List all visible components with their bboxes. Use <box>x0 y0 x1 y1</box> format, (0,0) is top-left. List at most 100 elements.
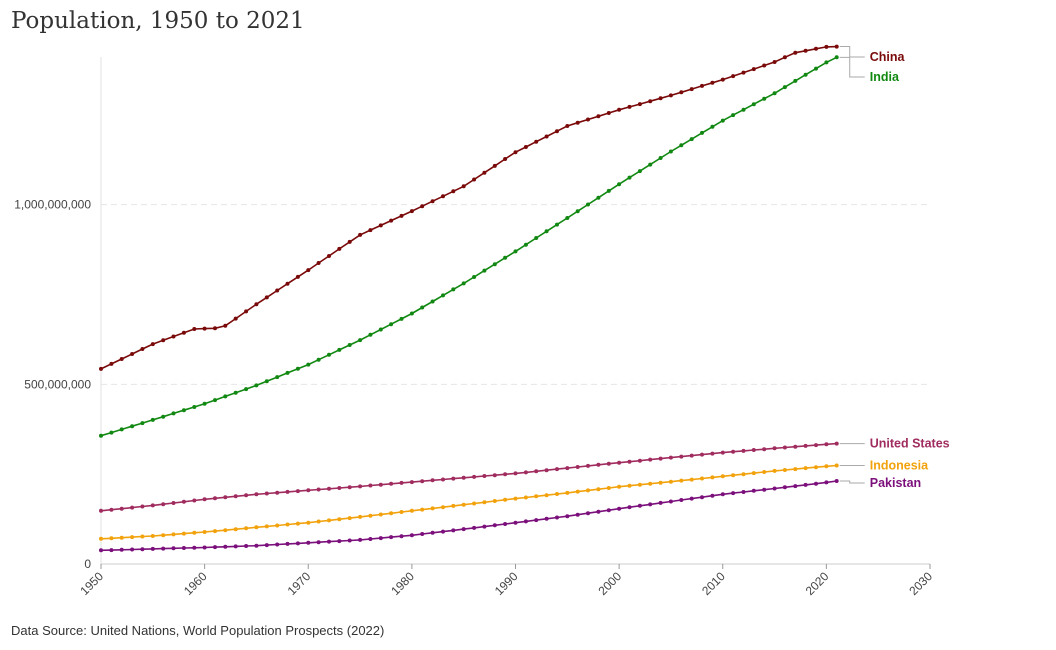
data-point <box>700 130 704 135</box>
data-point <box>472 501 477 506</box>
x-tick-label: 2010 <box>699 569 728 598</box>
data-point <box>451 287 456 292</box>
data-point <box>824 442 829 447</box>
data-point <box>586 202 590 207</box>
data-point <box>130 424 135 429</box>
data-point <box>161 502 166 507</box>
data-point <box>109 536 114 541</box>
data-point <box>482 500 487 505</box>
data-point <box>140 504 145 509</box>
data-point <box>492 473 497 478</box>
data-point <box>689 137 694 142</box>
data-point <box>523 495 528 500</box>
data-point <box>627 104 632 109</box>
data-point <box>441 194 445 199</box>
data-point <box>389 535 394 540</box>
x-tick-label: 2030 <box>906 569 935 598</box>
data-point <box>368 332 373 337</box>
x-tick-label: 2020 <box>803 569 832 598</box>
y-axis-ticks: 0 500,000,000 1,000,000,000 <box>14 198 91 571</box>
grid-lines <box>101 204 930 385</box>
data-point <box>803 482 808 487</box>
data-point <box>637 482 642 487</box>
data-point <box>565 490 570 495</box>
data-point <box>596 487 601 492</box>
data-point <box>617 506 622 511</box>
data-point <box>306 268 311 273</box>
y-tick-label: 500,000,000 <box>24 377 91 391</box>
data-point <box>327 254 331 258</box>
axes <box>100 57 930 565</box>
data-point <box>213 398 217 403</box>
data-point <box>751 471 756 476</box>
data-point <box>534 469 539 474</box>
data-point <box>295 521 300 526</box>
data-point <box>119 357 124 361</box>
data-point <box>689 87 694 92</box>
data-point <box>213 326 217 331</box>
data-point <box>523 242 528 247</box>
data-point <box>772 91 777 96</box>
data-point <box>472 525 477 530</box>
data-point <box>741 472 746 477</box>
data-point <box>150 534 155 538</box>
data-point <box>337 347 342 352</box>
data-point <box>99 536 103 541</box>
data-point <box>358 484 363 489</box>
x-tick-label: 2000 <box>595 569 624 598</box>
data-point <box>192 405 197 409</box>
data-point <box>741 70 746 75</box>
data-point <box>472 177 477 182</box>
series-label-indonesia: Indonesia <box>870 459 929 473</box>
data-point <box>119 535 124 540</box>
data-source-note: Data Source: United Nations, World Popul… <box>11 623 385 638</box>
label-leader-line <box>839 480 865 484</box>
data-point <box>658 500 663 505</box>
data-point <box>161 533 166 538</box>
data-point <box>534 139 539 144</box>
data-point <box>99 366 103 371</box>
data-point <box>130 352 135 356</box>
data-point <box>275 523 280 528</box>
data-point <box>327 539 331 544</box>
data-point <box>751 488 756 493</box>
data-point <box>700 452 704 457</box>
data-point <box>99 433 103 438</box>
data-point <box>627 483 632 488</box>
series-lines <box>99 44 839 553</box>
data-point <box>202 530 207 534</box>
data-point <box>606 508 611 513</box>
data-point <box>161 546 166 551</box>
data-point <box>793 50 798 55</box>
data-point <box>575 120 580 125</box>
data-point <box>534 518 539 523</box>
data-point <box>223 495 228 500</box>
data-point <box>316 357 321 362</box>
series-line-united-states <box>100 442 837 512</box>
data-point <box>741 107 746 112</box>
data-point <box>192 327 197 331</box>
data-point <box>254 492 259 497</box>
data-point <box>617 484 622 489</box>
data-point <box>327 352 331 357</box>
data-point <box>409 508 414 513</box>
data-point <box>834 463 839 468</box>
data-point <box>223 394 228 399</box>
data-point <box>461 502 466 507</box>
data-point <box>399 510 404 514</box>
data-point <box>513 520 518 525</box>
data-point <box>762 96 767 101</box>
data-point <box>503 255 508 260</box>
x-tick-label: 1980 <box>388 569 417 598</box>
data-point <box>420 479 425 484</box>
data-point <box>109 548 114 553</box>
data-point <box>513 496 518 501</box>
data-point <box>264 543 269 548</box>
data-point <box>513 249 518 254</box>
data-point <box>679 498 684 502</box>
data-point <box>316 487 321 492</box>
data-point <box>161 414 166 419</box>
data-point <box>140 534 145 539</box>
data-point <box>264 295 269 300</box>
data-point <box>492 163 497 168</box>
